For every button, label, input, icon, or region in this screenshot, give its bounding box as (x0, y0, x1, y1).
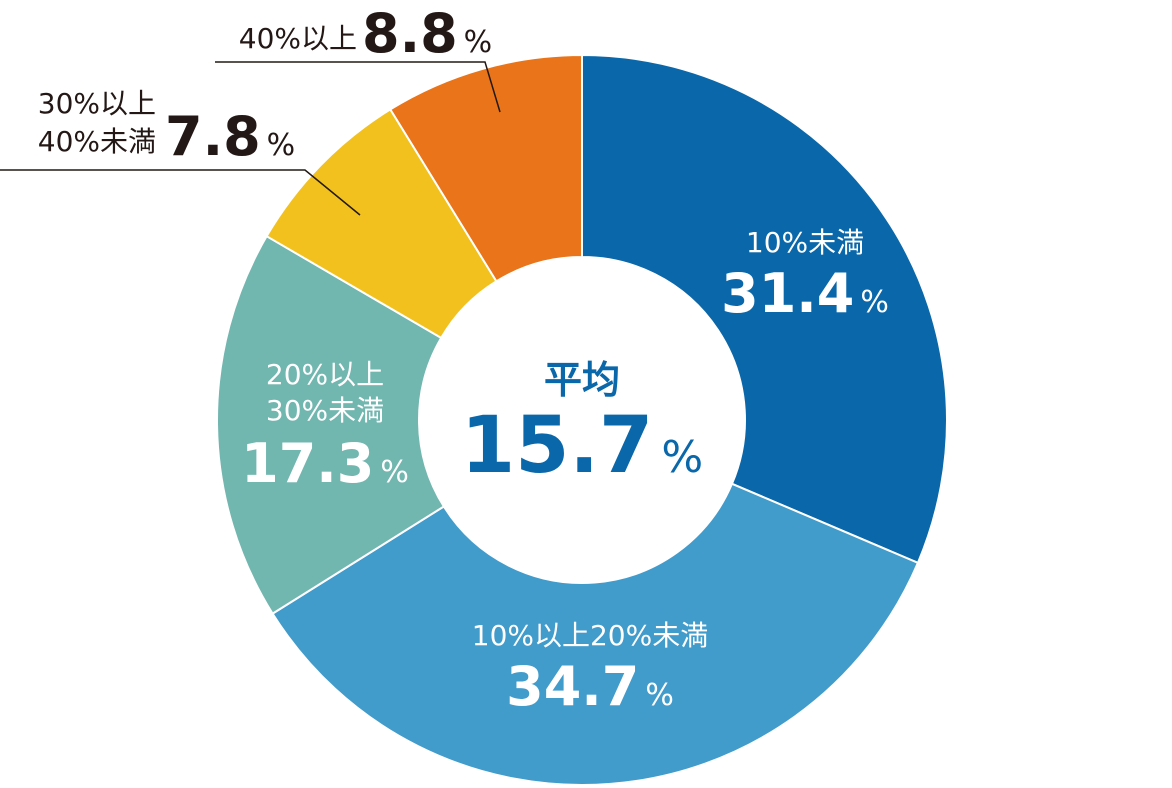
segment-label: 40%未満 (38, 125, 156, 158)
value-label: 7.8% (165, 105, 295, 168)
donut-segment (581, 53, 948, 565)
value-number: 34.7 (506, 655, 639, 718)
segment-label: 10%未満 (746, 226, 864, 259)
value-label: 34.7% (506, 655, 674, 718)
value-number: 31.4 (721, 262, 854, 325)
value-unit: % (860, 285, 889, 320)
value-label: 17.3% (241, 432, 409, 495)
value-label: 31.4% (721, 262, 889, 325)
value-unit: % (645, 678, 674, 713)
donut-segment (388, 53, 583, 283)
segment-label: 30%以上 (38, 87, 156, 120)
center-label: 平均 (544, 358, 620, 402)
segment-label: 20%以上 (266, 358, 384, 391)
value-number: 8.8 (362, 2, 458, 65)
value-number: 17.3 (241, 432, 374, 495)
center-unit: % (661, 432, 703, 483)
leader-line (0, 169, 361, 216)
value-number: 7.8 (165, 105, 261, 168)
value-unit: % (464, 25, 493, 60)
leader-line (215, 61, 501, 113)
value-unit: % (267, 128, 296, 163)
donut-segment (216, 234, 446, 616)
value-label: 8.8% (362, 2, 492, 65)
value-unit: % (380, 455, 409, 490)
center-value: 15.7% (461, 401, 703, 491)
donut-segment (271, 482, 920, 786)
segment-label: 40%以上 (239, 22, 357, 55)
center-number: 15.7 (461, 401, 653, 491)
segment-label: 10%以上20%未満 (472, 619, 708, 652)
segment-label: 30%未満 (266, 394, 384, 427)
